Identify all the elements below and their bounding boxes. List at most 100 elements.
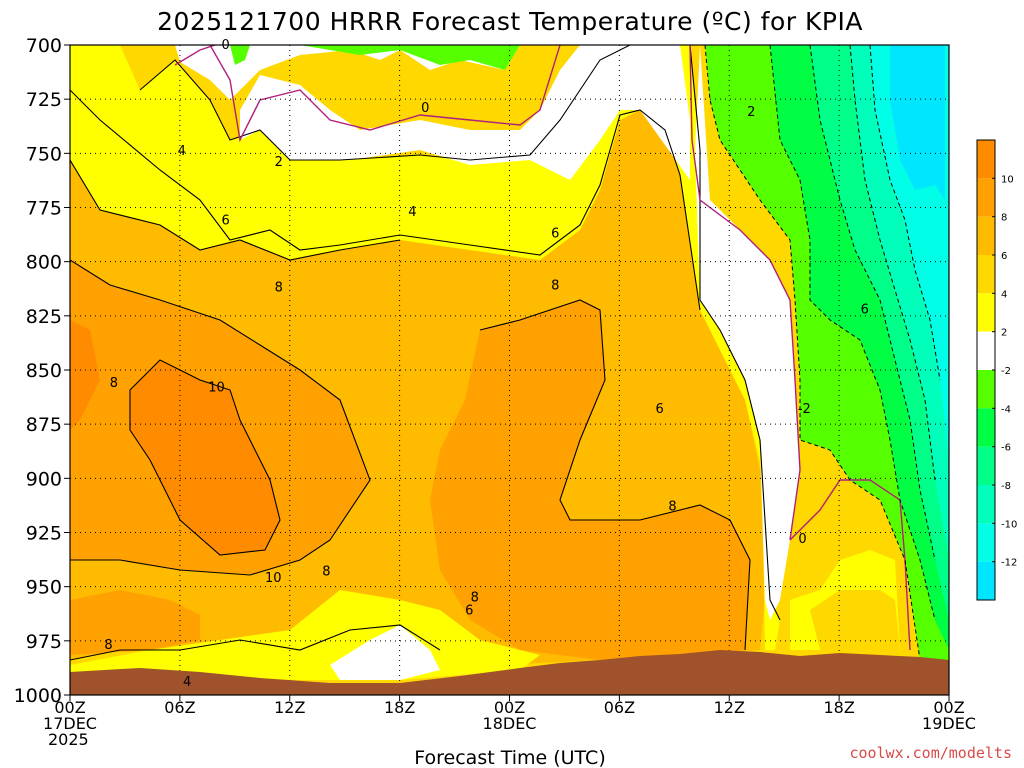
y-axis: 700 725 750 775 800 825 850 875 900 925 950 975 1000: [14, 35, 70, 707]
colorbar-band-7: [977, 408, 995, 447]
contour-label-5: 6: [222, 214, 230, 229]
y-tick-label-825: 825: [26, 306, 62, 328]
chart-title: 2025121700 HRRR Forecast Temperature (ºC…: [157, 7, 863, 36]
contour-label-2: 2: [275, 155, 283, 170]
x-tick-label-0-2: 2025: [48, 730, 89, 749]
contour-line-8: [70, 259, 371, 576]
colorbar-tick-label-8: -8: [1001, 481, 1011, 492]
colorbar-band-5: [977, 331, 995, 370]
contour-label-1: 0: [421, 101, 429, 116]
colorbar-band-1: [977, 178, 995, 217]
colorbar-band-6: [977, 370, 995, 409]
grid-lines: [70, 45, 949, 695]
contour-label-3: 4: [178, 144, 186, 159]
contour-lines-negative: [704, 45, 941, 661]
fill-band-2to4-top: [70, 45, 780, 650]
contour-label-14: 2: [747, 105, 755, 120]
contour-label-11: 6: [656, 402, 664, 417]
colorbar-tick-label-6: -4: [1001, 404, 1011, 415]
y-tick-label-700: 700: [26, 35, 62, 57]
y-tick-label-975: 975: [26, 631, 62, 653]
colorbar-band-3: [977, 255, 995, 294]
y-tick-label-900: 900: [26, 468, 62, 490]
contour-lines: [70, 45, 781, 661]
contour-label-9: 10: [208, 380, 225, 395]
fill-band-10to12-b: [70, 320, 100, 430]
contour-label-17: 10: [265, 571, 282, 586]
colorbar-band-10: [977, 523, 995, 562]
contour-line-neg10: [869, 45, 941, 381]
contour-label-10: 8: [110, 376, 118, 391]
terrain-fill: [70, 650, 949, 695]
colorbar-tick-label-1: 8: [1001, 213, 1007, 224]
y-tick-label-800: 800: [26, 252, 62, 274]
y-tick-label-775: 775: [26, 198, 62, 220]
colorbar-band-0: [977, 140, 995, 179]
contour-line-0c: [689, 45, 801, 541]
contour-label-4: 4: [408, 205, 416, 220]
x-tick-label-42-0: 18Z: [823, 698, 854, 717]
x-tick-label-6-0: 06Z: [164, 698, 195, 717]
colorbar-tick-label-10: -12: [1001, 558, 1017, 569]
contour-line-8b: [479, 299, 751, 651]
contour-line-0b: [209, 45, 561, 143]
colorbar: 10 8 6 4 2 -2 -4 -6 -8 -10 -12: [976, 139, 1017, 601]
contour-line-0a: [174, 45, 216, 66]
y-tick-label-750: 750: [26, 143, 62, 165]
contour-label-19: 8: [471, 591, 479, 606]
y-tick-label-1000: 1000: [14, 685, 62, 707]
fill-band-8to10-c: [70, 590, 200, 655]
x-tick-label-30-0: 06Z: [604, 698, 635, 717]
contour-label-8: 8: [551, 279, 559, 294]
colorbar-tick-label-0: 10: [1001, 174, 1014, 185]
fill-band-near-zero-right: [695, 45, 800, 620]
y-tick-label-725: 725: [26, 89, 62, 111]
contour-label-7: 8: [275, 281, 283, 296]
contour-line-6b: [70, 624, 441, 661]
y-tick-label-875: 875: [26, 414, 62, 436]
contour-label-15: 8: [668, 500, 676, 515]
fill-band-below-minus12: [890, 45, 945, 200]
contour-label-12: -2: [798, 402, 811, 417]
contour-line-6: [70, 159, 401, 261]
x-tick-label-48-1: 19DEC: [922, 714, 976, 733]
x-tick-label-0-0: 00Z: [54, 698, 85, 717]
contour-label-6: 6: [551, 227, 559, 242]
fill-band-near-zero-low: [330, 625, 440, 680]
contour-label-13: 6: [861, 302, 869, 317]
fill-band-near-zero-mid: [240, 45, 690, 180]
y-tick-label-850: 850: [26, 360, 62, 382]
x-tick-label-24-1: 18DEC: [483, 714, 537, 733]
contour-label-20: 6: [465, 604, 473, 619]
contour-label-21: 8: [104, 638, 112, 653]
contour-line-neg8: [849, 45, 936, 481]
colorbar-tick-label-2: 6: [1001, 251, 1007, 262]
colorbar-band-2: [977, 216, 995, 255]
contour-line-0d: [789, 479, 911, 651]
contour-lines-zero: [174, 45, 911, 651]
contour-line-neg2: [704, 45, 921, 661]
colorbar-tick-label-3: 4: [1001, 289, 1007, 300]
contour-line-10: [129, 359, 281, 556]
x-tick-label-0-1: 17DEC: [43, 714, 97, 733]
x-tick-label-36-0: 12Z: [714, 698, 745, 717]
contour-line-2: [139, 45, 631, 161]
colorbar-band-9: [977, 485, 995, 524]
fill-band-minus2to4-top-b: [300, 45, 520, 70]
credit-text: coolwx.com/modelts: [849, 744, 1012, 762]
fill-band-10to12: [130, 360, 280, 555]
fill-band-minus2to4-top: [230, 45, 250, 65]
contour-line-2b: [689, 45, 781, 621]
y-tick-label-950: 950: [26, 577, 62, 599]
contour-line-4: [70, 89, 701, 311]
x-tick-label-24-0: 00Z: [494, 698, 525, 717]
contour-label-18: 8: [322, 565, 330, 580]
fill-band-right-pocket-b: [810, 590, 900, 650]
x-tick-label-12-0: 12Z: [274, 698, 305, 717]
colorbar-tick-label-9: -10: [1001, 519, 1017, 530]
colorbar-band-11: [977, 561, 995, 600]
colorbar-band-8: [977, 446, 995, 485]
x-tick-label-18-0: 18Z: [384, 698, 415, 717]
